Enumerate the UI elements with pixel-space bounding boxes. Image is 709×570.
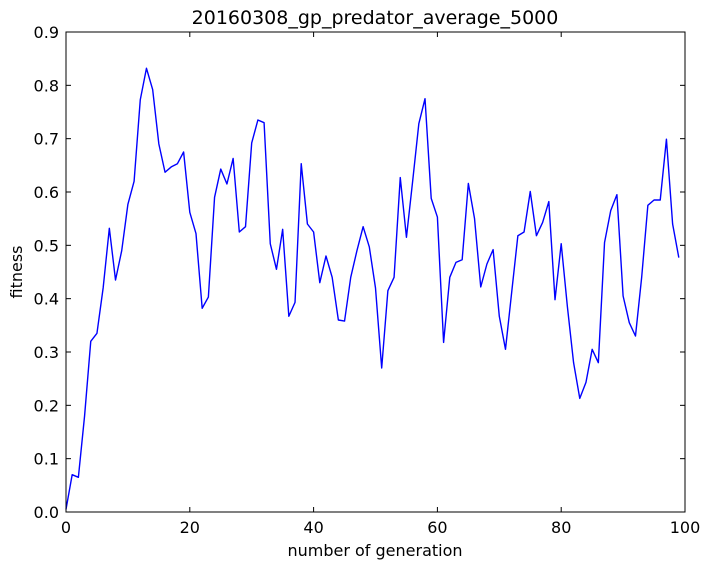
x-tick-label: 40: [303, 518, 323, 537]
y-tick-label: 0.8: [34, 76, 59, 95]
y-tick-label: 0.6: [34, 183, 59, 202]
y-axis-label: fitness: [7, 245, 26, 298]
y-tick-label: 0.7: [34, 130, 59, 149]
y-tick-label: 0.1: [34, 450, 59, 469]
y-tick-label: 0.5: [34, 236, 59, 255]
x-tick-label: 0: [61, 518, 71, 537]
y-tick-label: 0.2: [34, 396, 59, 415]
x-tick-label: 80: [551, 518, 571, 537]
plot-frame: [65, 31, 686, 513]
axis-tick-labels: 0 20 40 60 80 100 0.0 0.1 0.2 0.3 0.4 0.5 0.6 0.7 0.8 0…: [34, 23, 701, 537]
y-tick-label: 0.4: [34, 290, 59, 309]
x-tick-label: 100: [670, 518, 701, 537]
y-tick-label: 0.0: [34, 503, 59, 522]
y-tick-label: 0.3: [34, 343, 59, 362]
x-tick-label: 60: [427, 518, 447, 537]
x-axis-label: number of generation: [287, 541, 462, 560]
chart-title: 20160308_gp_predator_average_5000: [192, 7, 559, 29]
series-line: [65, 67, 680, 510]
y-tick-label: 0.9: [34, 23, 59, 42]
x-tick-label: 20: [180, 518, 200, 537]
